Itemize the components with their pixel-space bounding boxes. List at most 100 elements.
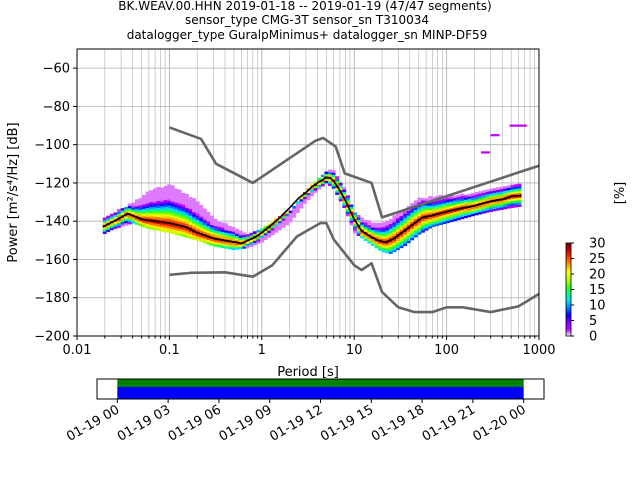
density-cell [481,192,486,196]
density-cell [335,180,340,184]
density-cell [177,203,182,206]
density-cell [188,233,193,237]
density-cell [335,178,340,182]
density-cell [231,229,236,232]
density-cell [138,214,143,217]
colorbar-segment [566,332,571,335]
density-cell [356,226,361,230]
density-cell [177,201,182,204]
density-cell [188,208,193,212]
density-cell [242,243,247,247]
density-cell [503,195,508,198]
density-cell [181,213,186,217]
density-cell [131,218,136,222]
density-cell [117,220,121,224]
density-cell [288,212,293,216]
density-cell [353,214,357,218]
density-cell [446,209,450,212]
density-cell [410,235,415,238]
density-cell [328,174,332,177]
density-cell [499,202,504,206]
density-cell [217,228,222,232]
density-cell [392,249,397,253]
y-tick-label: −120 [34,176,70,191]
density-cell [124,209,129,212]
density-cell [496,196,500,200]
density-cell [467,193,472,197]
density-cell [310,189,315,192]
density-cell [399,238,404,242]
density-cell [288,217,293,220]
density-cell [492,206,497,209]
density-cell [185,205,189,208]
density-cell [195,212,200,216]
density-cell [142,211,146,214]
density-cell [406,215,411,218]
density-cell [185,219,189,222]
density-cell [413,200,418,203]
density-cell [506,192,511,195]
density-cell [392,228,397,232]
density-cell [481,197,486,200]
density-cell [449,212,454,216]
density-cell [124,211,129,215]
density-cell [185,221,189,224]
density-cell [381,238,386,241]
density-cell [496,194,500,197]
density-cell [399,240,404,244]
density-cell [517,183,522,187]
density-cell [127,221,132,225]
density-cell [156,205,161,208]
density-cell [142,213,146,216]
density-cell [306,192,311,196]
density-cell [403,234,407,237]
density-cell [188,201,193,205]
density-cell [188,236,193,239]
density-cell [406,210,411,214]
density-cell [120,217,125,220]
density-cell [503,188,508,191]
density-cell [474,201,479,204]
density-cell [224,234,229,238]
density-cell [406,224,411,228]
density-cell [478,209,483,213]
density-cell [388,249,393,252]
density-cell [474,208,479,211]
density-cell [227,226,232,229]
density-cell [202,222,207,225]
density-cell [177,230,182,234]
density-cell [406,219,411,223]
density-cell [156,200,161,204]
density-cell [142,201,146,205]
density-cell [506,189,511,193]
density-cell [227,244,232,248]
density-cell [428,203,433,206]
density-cell [395,238,400,241]
density-cell [378,232,382,235]
density-cell [206,221,211,224]
density-cell [156,219,161,222]
density-cell [499,207,504,210]
density-cell [392,215,397,218]
colorbar-segment [566,281,571,284]
density-cell [488,204,493,208]
density-cell [174,206,179,210]
density-cell [431,212,436,216]
density-cell [263,237,268,241]
density-cell [499,205,504,208]
density-cell [399,222,404,226]
density-cell [210,240,214,244]
density-cell [159,226,164,230]
density-cell [378,229,382,233]
density-cell [463,213,468,216]
density-cell [134,213,139,216]
density-cell [252,242,257,246]
density-cell [242,237,247,240]
density-cell [159,217,164,221]
density-cell [159,201,164,204]
density-cell [167,223,171,226]
density-cell [210,243,214,246]
density-cell [202,224,207,228]
colorbar-segment [566,283,571,286]
